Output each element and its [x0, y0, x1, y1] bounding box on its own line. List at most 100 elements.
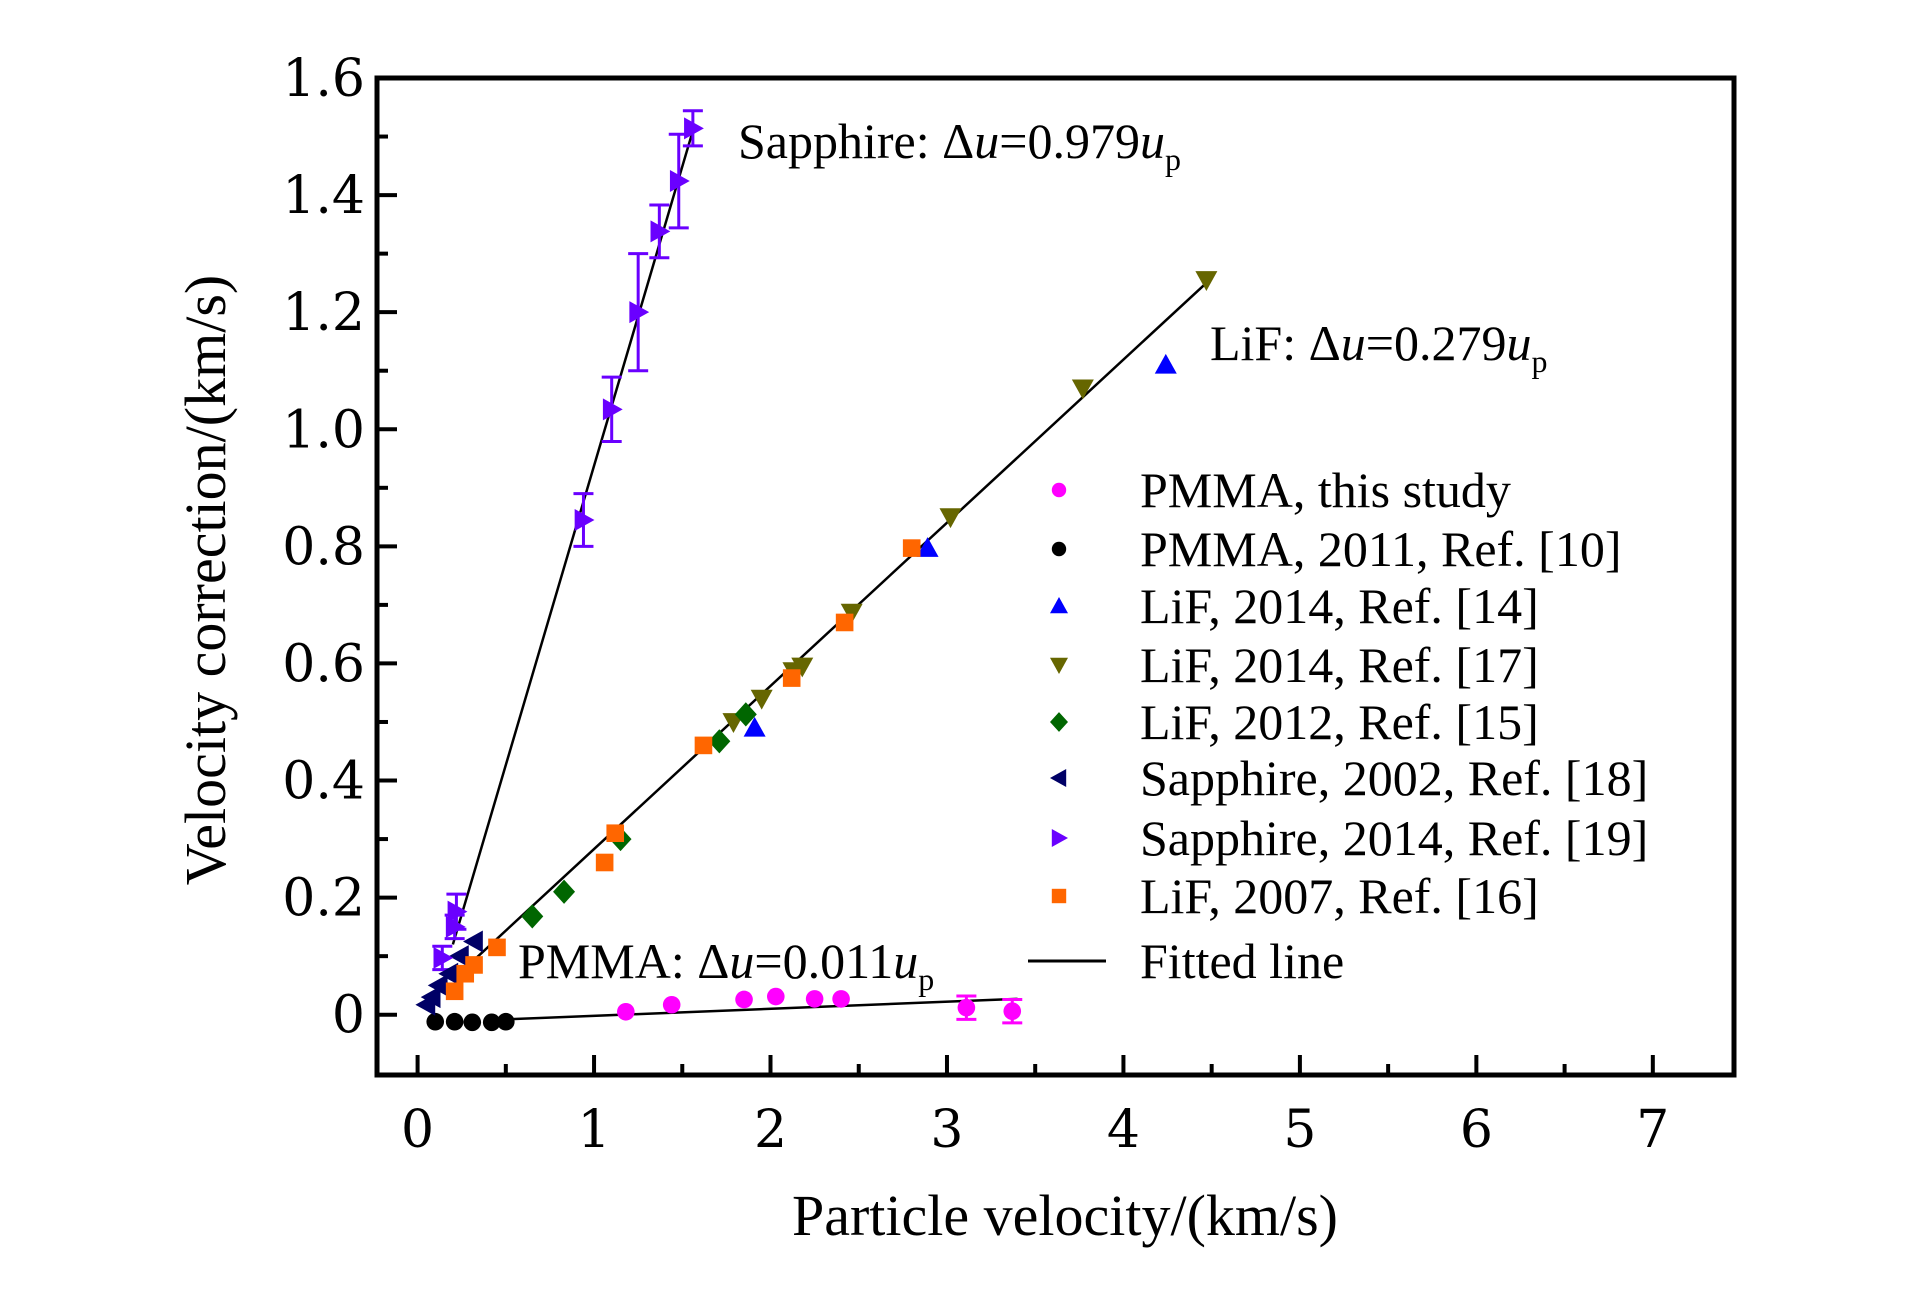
point-pmma-this-study: [1003, 1002, 1022, 1020]
legend-marker: [1051, 482, 1067, 498]
legend-label: Sapphire, 2002, Ref. [18]: [1140, 750, 1648, 806]
annotation-part: p: [1165, 141, 1181, 177]
y-tick-label: 0.6: [282, 634, 365, 694]
point-pmma-this-study: [617, 1002, 635, 1021]
y-tick-label: 1.0: [282, 400, 365, 460]
annotation-part: u: [1341, 315, 1366, 371]
annotation-part: p: [918, 961, 934, 997]
annotation-part: LiF: Δ: [1210, 315, 1341, 371]
point-sapphire-2002-ref-18: [448, 945, 469, 968]
ticks: [377, 76, 1655, 1075]
point-lif-2014-ref-14: [916, 537, 939, 557]
x-tick-label: 1: [578, 1100, 611, 1160]
y-tick-label: 0.2: [282, 869, 365, 929]
point-pmma-this-study: [957, 998, 976, 1017]
plot-frame: [374, 75, 1737, 1078]
point-pmma-2011-ref-10: [482, 1013, 501, 1032]
point-pmma-this-study: [832, 990, 850, 1008]
point-pmma-2011-ref-10: [497, 1012, 515, 1031]
legend-label: LiF, 2007, Ref. [16]: [1140, 868, 1539, 924]
point-sapphire-2002-ref-18: [438, 962, 459, 985]
point-lif-2012-ref-15: [708, 729, 731, 754]
annotation-part: =0.979: [999, 113, 1140, 169]
legend-label: Fitted line: [1140, 933, 1344, 989]
y-tick-label: 0: [332, 986, 365, 1046]
annotation-sapphire-fit: Sapphire: Δu=0.979up: [738, 113, 1181, 177]
point-sapphire-2002-ref-18: [427, 974, 448, 997]
y-axis-title: Velocity correction/(km/s): [173, 275, 238, 885]
legend-label: LiF, 2014, Ref. [17]: [1140, 637, 1539, 693]
point-pmma-this-study: [767, 987, 785, 1006]
point-pmma-this-study: [662, 995, 681, 1014]
point-sapphire-2014-ref-19: [447, 900, 468, 923]
y-tick-label: 0.8: [282, 517, 365, 577]
annotation-part: u: [893, 933, 918, 989]
y-tick-label: 1.2: [282, 283, 365, 343]
point-pmma-this-study: [805, 990, 824, 1008]
legend-label: PMMA, this study: [1140, 462, 1511, 518]
point-lif-2012-ref-15: [521, 904, 544, 929]
annotation-part: u: [1507, 315, 1532, 371]
fitted-lines: [451, 130, 1208, 1021]
point-pmma-this-study: [735, 990, 753, 1009]
fitted-line-sapphire: [451, 130, 695, 945]
point-pmma-2011-ref-10: [463, 1013, 482, 1032]
x-tick-label: 7: [1636, 1100, 1669, 1160]
annotation-lif-fit: LiF: Δu=0.279up: [1210, 315, 1548, 379]
x-tick-label: 2: [754, 1100, 787, 1160]
annotation-part: =0.011: [754, 933, 893, 989]
annotation-part: u: [729, 933, 754, 989]
point-sapphire-2014-ref-19: [684, 117, 704, 140]
point-sapphire-2014-ref-19: [602, 398, 623, 421]
legend-marker: [1051, 888, 1067, 904]
point-sapphire-2014-ref-19: [669, 170, 690, 193]
point-lif-2014-ref-14: [743, 716, 766, 737]
data-points: [415, 117, 1218, 1032]
point-lif-2014-ref-17: [791, 657, 814, 678]
annotation-part: p: [1532, 343, 1548, 379]
y-tick-label: 0.4: [282, 752, 365, 812]
y-tick-label: 1.6: [282, 49, 365, 109]
legend-marker: [1050, 657, 1068, 674]
point-lif-2007-ref-16: [782, 669, 801, 687]
point-lif-2012-ref-15: [553, 879, 576, 904]
x-tick-label: 6: [1460, 1100, 1493, 1160]
legend-label: LiF, 2014, Ref. [14]: [1140, 578, 1539, 634]
x-tick-label: 3: [930, 1100, 963, 1160]
point-lif-2007-ref-16: [606, 824, 625, 843]
x-tick-label: 5: [1283, 1100, 1316, 1160]
point-lif-2014-ref-17: [750, 689, 773, 710]
point-lif-2007-ref-16: [694, 736, 713, 755]
error-bars: [432, 109, 1023, 1025]
annotation-part: u: [974, 113, 999, 169]
legend-marker: [1051, 829, 1068, 847]
point-sapphire-2014-ref-19: [445, 915, 466, 938]
legend-marker: [1050, 597, 1068, 614]
point-sapphire-2002-ref-18: [463, 930, 483, 953]
legend-label: LiF, 2012, Ref. [15]: [1140, 694, 1539, 750]
point-lif-2014-ref-17: [1195, 271, 1218, 291]
point-lif-2007-ref-16: [488, 938, 506, 957]
legend-marker: [1051, 541, 1067, 557]
annotation-part: u: [1140, 113, 1165, 169]
x-tick-label: 4: [1107, 1100, 1140, 1160]
point-lif-2014-ref-17: [840, 603, 863, 624]
point-sapphire-2014-ref-19: [629, 301, 650, 324]
legend-label: PMMA, 2011, Ref. [10]: [1140, 521, 1621, 577]
point-sapphire-2002-ref-18: [420, 986, 441, 1009]
fitted-line-lif: [452, 281, 1208, 981]
point-sapphire-2014-ref-19: [650, 220, 671, 243]
point-lif-2007-ref-16: [445, 982, 464, 1001]
legend-marker: [1050, 769, 1067, 787]
y-tick-label: 1.4: [282, 166, 365, 226]
point-lif-2007-ref-16: [902, 539, 921, 557]
point-lif-2012-ref-15: [734, 702, 757, 727]
point-lif-2014-ref-14: [1154, 353, 1177, 374]
legend-marker: [1050, 712, 1068, 732]
point-lif-2014-ref-17: [939, 508, 962, 529]
point-lif-2007-ref-16: [465, 956, 483, 974]
legend-label: Sapphire, 2014, Ref. [19]: [1140, 810, 1648, 866]
tick-labels: 0 1 2 3 4 5 6 7 0 0.2 0.4 0.6 0.8 1.0 1.2 1.4 1.6: [282, 49, 1669, 1160]
